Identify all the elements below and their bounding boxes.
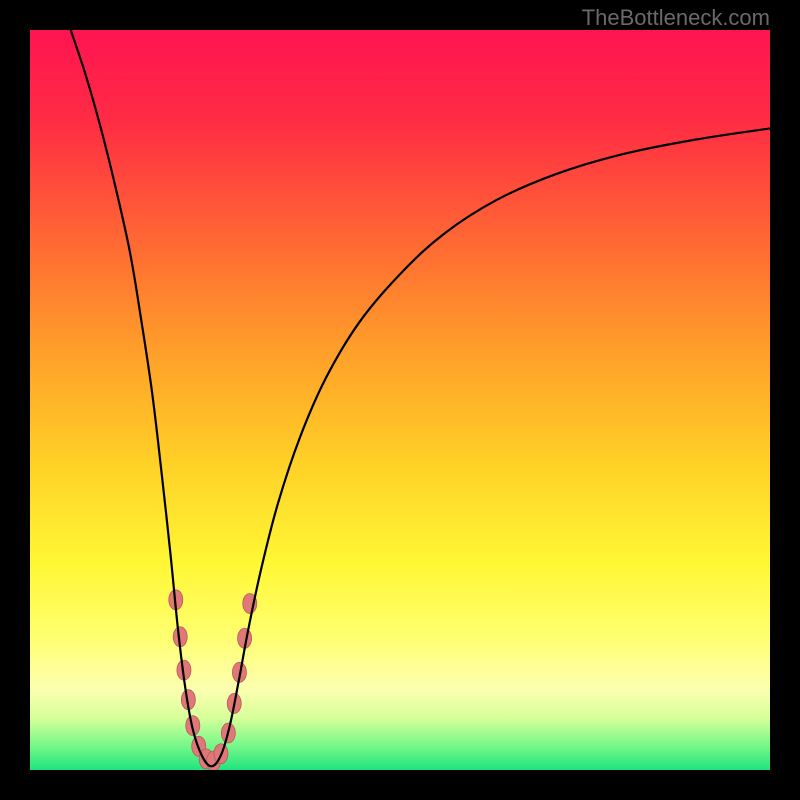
gradient-background bbox=[30, 30, 770, 770]
watermark-text: TheBottleneck.com bbox=[582, 5, 770, 31]
chart-svg bbox=[30, 30, 770, 770]
plot-area bbox=[30, 30, 770, 770]
chart-frame: TheBottleneck.com bbox=[0, 0, 800, 800]
